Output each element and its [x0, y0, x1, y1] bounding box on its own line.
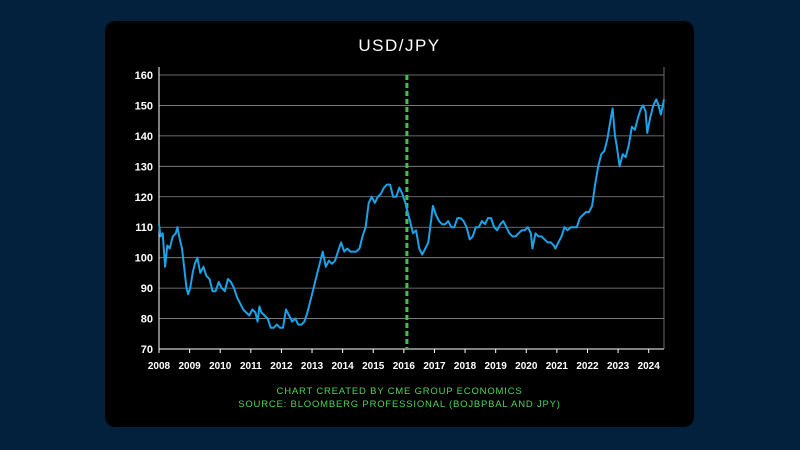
x-tick-label: 2010	[209, 361, 232, 372]
x-tick-label: 2018	[454, 361, 477, 372]
series-line-0	[158, 98, 665, 329]
y-tick-labels: 70 80 90 100 110 120 130 140 150 160	[135, 70, 153, 356]
x-tick-label: 2015	[362, 361, 385, 372]
grid-lines	[159, 74, 664, 319]
chart-credit: CHART CREATED BY CME GROUP ECONOMICS	[276, 386, 523, 397]
x-tick-label: 2014	[332, 361, 355, 372]
x-tick-label: 2021	[546, 361, 569, 372]
y-tick-label: 140	[135, 131, 153, 143]
y-tick-label: 100	[135, 253, 153, 265]
x-tick-label: 2012	[270, 361, 293, 372]
x-tick-label: 2022	[576, 361, 599, 372]
chart-source: SOURCE: BLOOMBERG PROFESSIONAL (BOJBPBAL…	[238, 399, 561, 410]
x-tick-label: 2009	[178, 361, 201, 372]
x-tick-label: 2013	[301, 361, 324, 372]
y-tick-label: 150	[135, 100, 153, 112]
x-tick-label: 2023	[607, 361, 630, 372]
x-tick-label: 2016	[393, 361, 416, 372]
y-tick-label: 120	[135, 192, 153, 204]
x-tick-label: 2024	[638, 361, 661, 372]
y-tick-label: 160	[135, 70, 153, 82]
y-tick-label: 90	[141, 283, 153, 295]
x-tick-labels: 2008 2009 2010 2011 2012 2013 2014 2015 2016 2017…	[148, 349, 660, 372]
x-tick-label: 2011	[240, 361, 262, 372]
x-tick-label: 2008	[148, 361, 171, 372]
y-tick-label: 70	[141, 344, 153, 356]
y-tick-label: 110	[135, 222, 153, 234]
axes	[158, 67, 665, 350]
chart-title: USD/JPY	[358, 36, 441, 55]
x-tick-label: 2017	[423, 361, 446, 372]
x-tick-label: 2020	[515, 361, 538, 372]
chart-card	[105, 21, 694, 427]
y-tick-label: 80	[141, 314, 153, 326]
x-tick-label: 2019	[485, 361, 508, 372]
y-tick-label: 130	[135, 161, 153, 173]
series-layer	[158, 98, 665, 329]
